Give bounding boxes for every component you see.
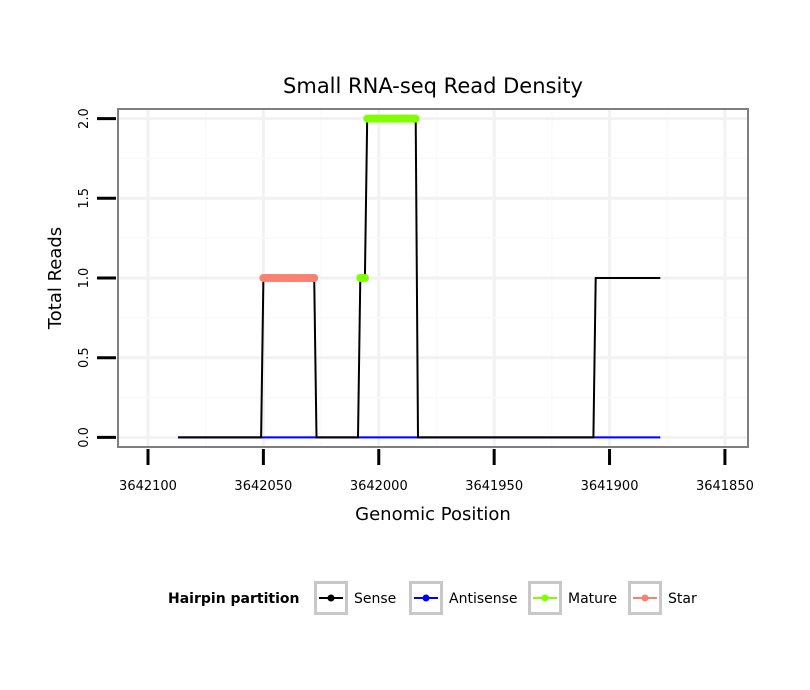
legend-label-star: Star bbox=[668, 591, 697, 607]
plot-marks bbox=[178, 114, 661, 439]
x-tick-label: 3641900 bbox=[581, 479, 639, 494]
x-tick-label: 3642100 bbox=[119, 479, 177, 494]
y-axis-label: Total Reads bbox=[45, 227, 66, 330]
legend-dot-antisense bbox=[422, 594, 430, 602]
x-tick-label: 3641950 bbox=[465, 479, 523, 494]
y-tick-label: 1.0 bbox=[77, 268, 92, 289]
y-tick-label: 1.5 bbox=[77, 188, 92, 209]
x-axis-label: Genomic Position bbox=[355, 504, 511, 525]
legend-title: Hairpin partition bbox=[168, 591, 299, 607]
x-tick-label: 3642050 bbox=[234, 479, 292, 494]
x-tick-label: 3642000 bbox=[350, 479, 408, 494]
y-tick-label: 2.0 bbox=[77, 108, 92, 129]
x-axis: 3642100 3642050 3642000 3641950 3641900 36418… bbox=[119, 449, 754, 494]
legend-label-mature: Mature bbox=[568, 591, 617, 607]
star-point bbox=[310, 274, 319, 282]
mature-point bbox=[411, 114, 420, 123]
y-tick-label: 0.0 bbox=[77, 427, 92, 448]
mature-point bbox=[360, 274, 369, 282]
legend-label-sense: Sense bbox=[354, 591, 396, 607]
plot-panel-border bbox=[117, 108, 749, 448]
legend-dot-star bbox=[641, 594, 649, 602]
legend: Hairpin partition Sense Antisense Mature St… bbox=[168, 581, 697, 615]
y-tick-label: 0.5 bbox=[77, 347, 92, 368]
legend-dot-sense bbox=[327, 594, 335, 602]
legend-dot-mature bbox=[541, 594, 549, 602]
legend-label-antisense: Antisense bbox=[449, 591, 518, 607]
y-axis: 0.0 0.5 1.0 1.5 2.0 bbox=[77, 108, 116, 448]
chart-title: Small RNA-seq Read Density bbox=[283, 74, 583, 98]
x-tick-label: 3641850 bbox=[696, 479, 754, 494]
